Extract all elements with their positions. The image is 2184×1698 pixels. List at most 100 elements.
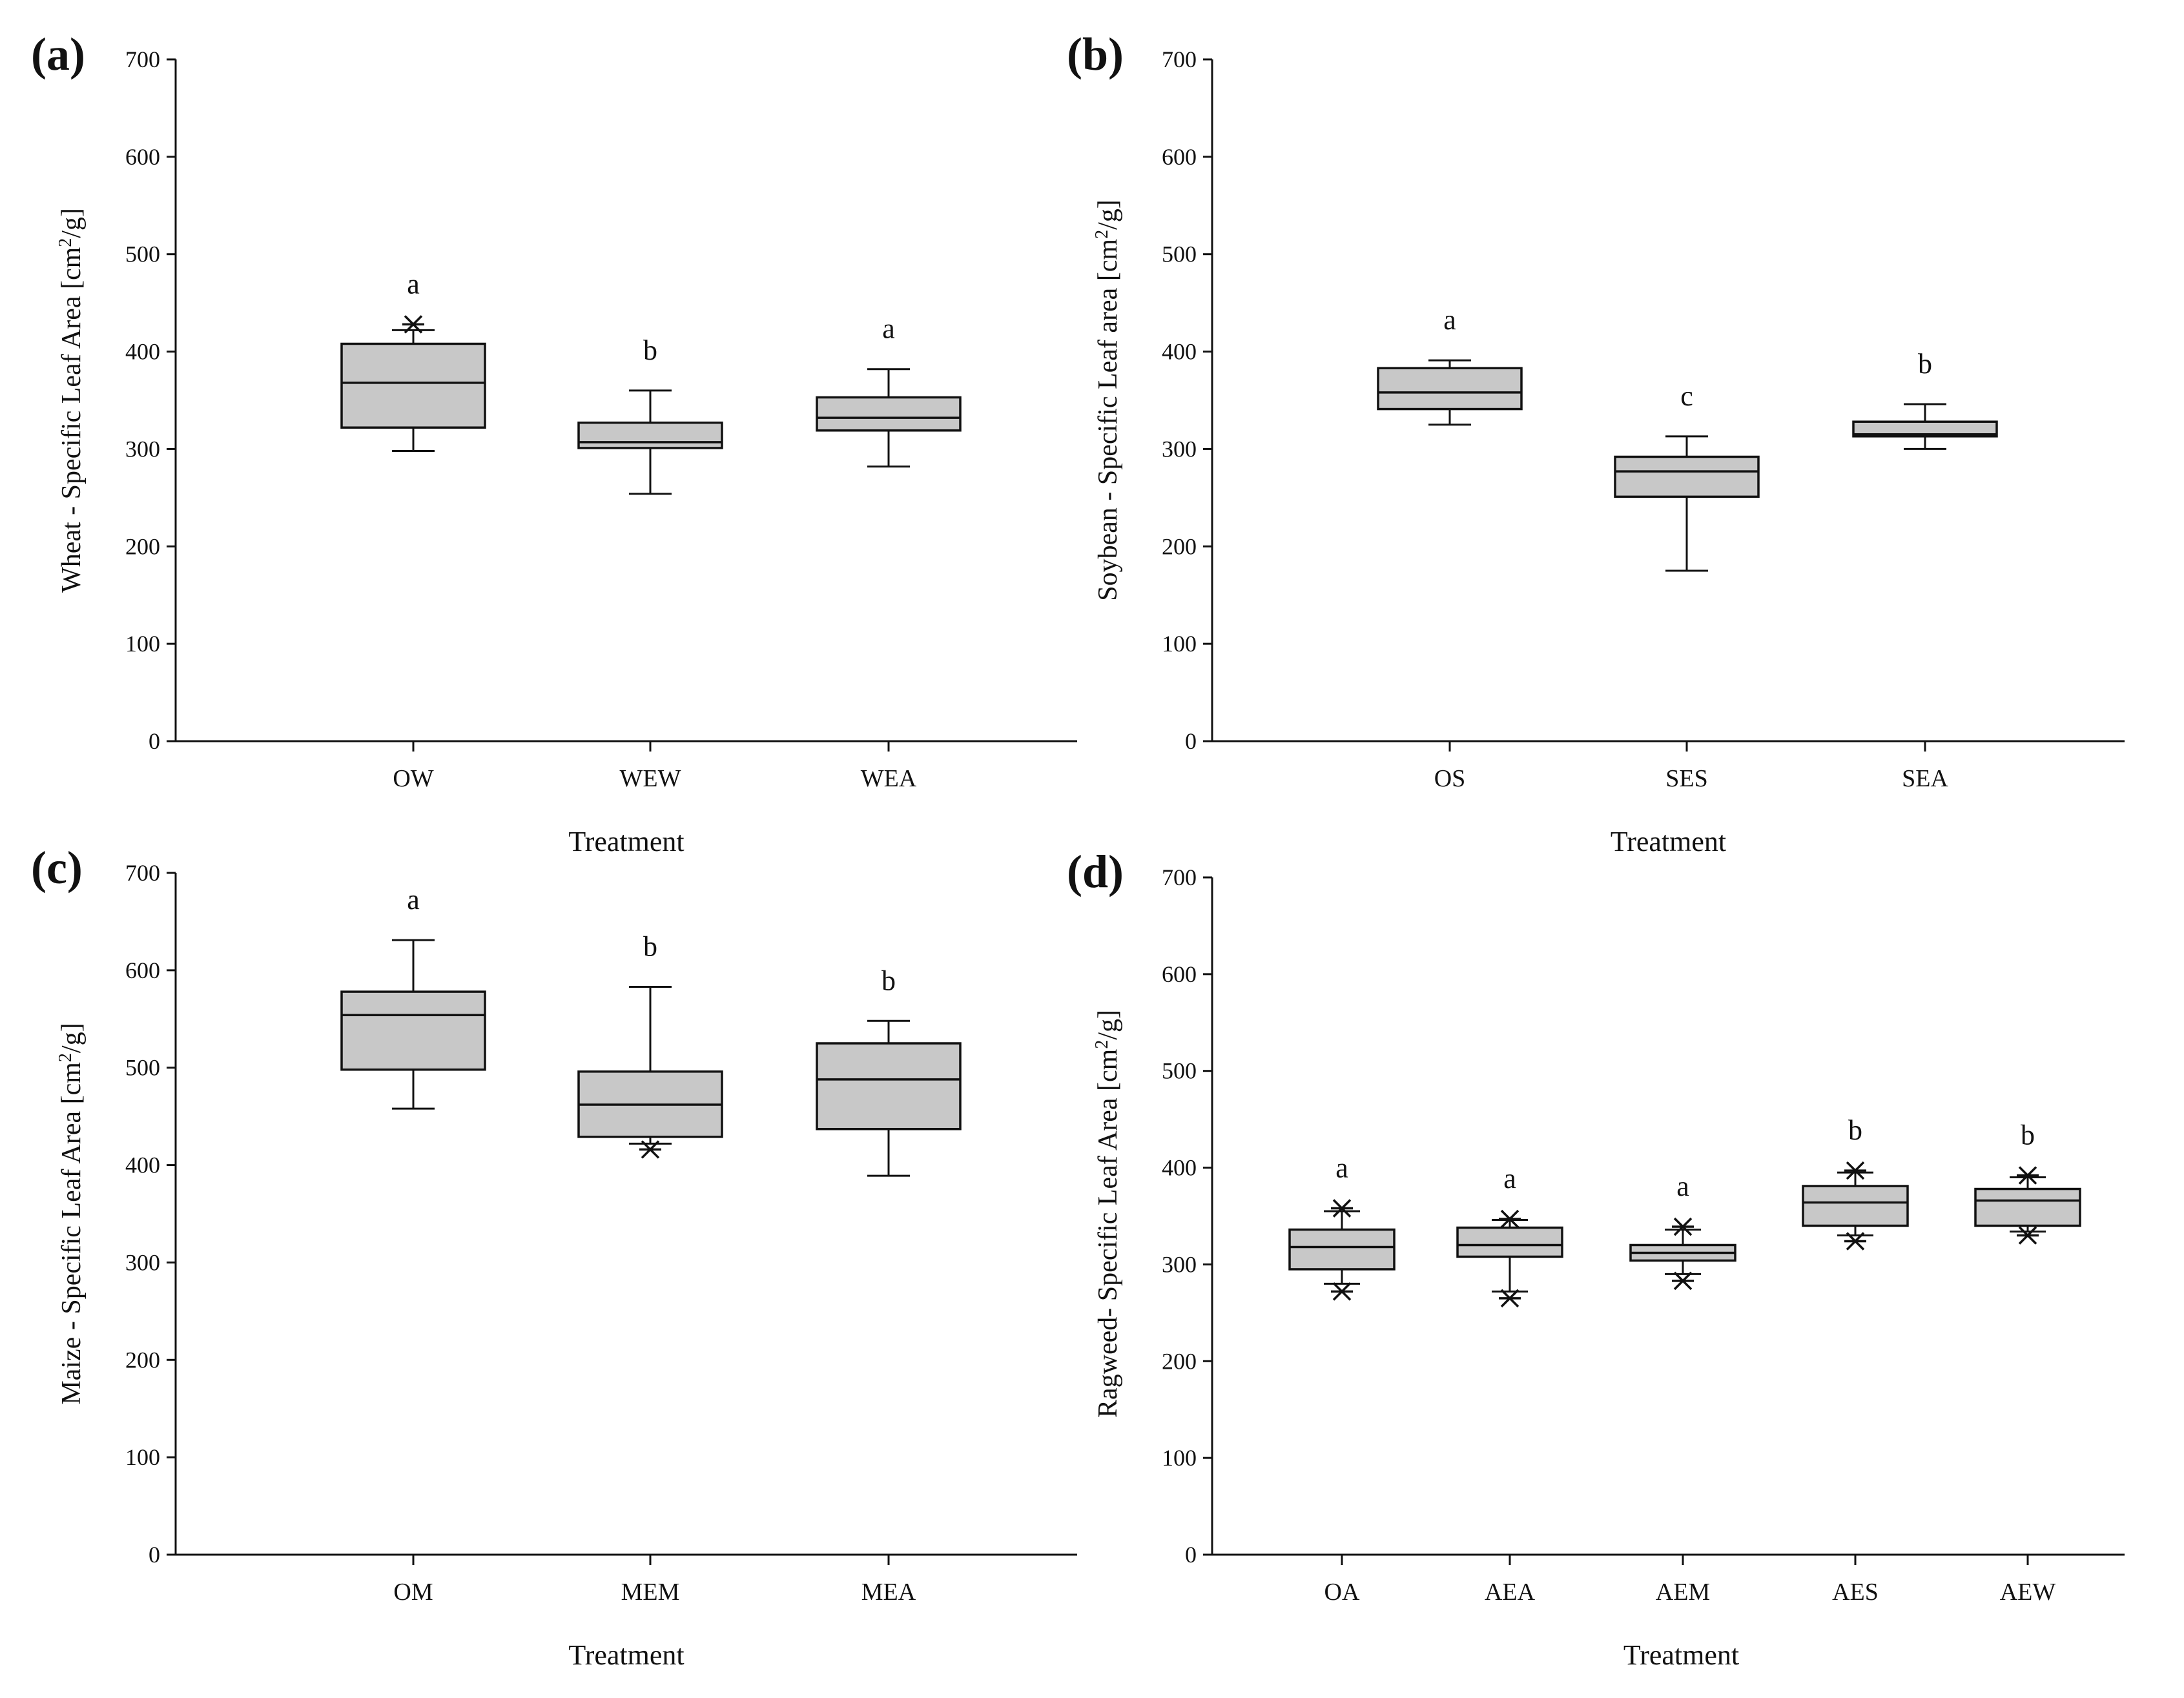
significance-letter: b [643,334,657,366]
box-iqr [1802,1185,1909,1227]
y-tick-label: 700 [1162,46,1197,72]
y-tick-label: 600 [125,957,160,983]
significance-letter: a [407,268,420,300]
box-iqr [340,990,486,1071]
box-ses: SES c [1614,380,1760,792]
y-axis-label-text: Ragweed- Specific Leaf Area [cm [1093,1048,1123,1418]
x-tick-label: OM [393,1579,433,1606]
significance-letter: a [1503,1163,1516,1194]
outlier-marker [1672,1271,1694,1291]
x-tick-label: OA [1324,1579,1360,1606]
y-tick-label: 0 [1185,1542,1197,1568]
box-mem: MEM b [577,931,723,1606]
y-axis-label: Maize - Specific Leaf Area [cm2/g] [56,1023,87,1404]
y-axis-label-text: Soybean - Specific Leaf area [cm [1093,239,1123,601]
outlier-marker [1499,1289,1521,1308]
box-aea: AEA a [1456,1163,1563,1606]
box-iqr [816,1042,962,1130]
y-tick-label: 300 [125,436,160,462]
y-tick-label: 700 [125,860,160,886]
outlier-marker [1844,1161,1866,1180]
panel-tag: (b) [1067,28,1124,80]
y-tick-label: 400 [1162,339,1197,365]
y-tick-label: 600 [1162,144,1197,170]
panel-tag: (c) [31,842,83,894]
box-iqr [1377,367,1523,411]
x-tick-label: WEA [861,765,917,792]
y-tick-label: 200 [1162,1348,1197,1374]
y-tick-label: 300 [1162,1251,1197,1277]
y-tick-label: 100 [1162,1445,1197,1471]
outlier-marker [2017,1226,2039,1245]
box-iqr [340,342,486,429]
significance-letter: b [1848,1114,1862,1146]
y-axis-label-superscript: 2 [56,238,76,247]
box-sea: SEA b [1852,348,1998,792]
significance-letter: a [1443,304,1456,336]
significance-letter: a [1676,1171,1689,1202]
y-tick-label: 500 [1162,1058,1197,1084]
x-axis-label: Treatment [1611,826,1726,857]
y-axis-label-text-end: /g] [57,1023,87,1053]
outlier-marker [1331,1282,1353,1301]
x-tick-label: SES [1665,765,1707,792]
y-tick-label: 200 [1162,533,1197,559]
x-tick-label: SEA [1902,765,1948,792]
x-tick-label: MEA [861,1579,916,1606]
y-tick-label: 0 [149,728,160,754]
box-iqr [1456,1226,1563,1258]
outlier-marker [1331,1199,1353,1218]
x-tick-label: OS [1434,765,1466,792]
y-tick-label: 700 [1162,864,1197,890]
significance-letter: c [1680,380,1693,412]
x-tick-label: AEW [2000,1579,2056,1606]
y-tick-label: 100 [125,1444,160,1470]
x-tick-label: OW [393,765,433,792]
y-tick-label: 400 [125,1152,160,1178]
outlier-marker [2017,1166,2039,1185]
y-axis-label-text-end: /g] [1093,1010,1123,1040]
box-oa: OA a [1288,1152,1396,1606]
x-tick-label: AES [1832,1579,1879,1606]
x-tick-label: AEA [1485,1579,1536,1606]
box-mea: MEA b [816,965,962,1606]
significance-letter: a [407,884,420,915]
y-axis-label-superscript: 2 [1092,1040,1112,1049]
panel-b: (b) 0 100 200 300 400 500 600 700 Soybean - Speci… [1067,28,2125,857]
significance-letter: b [1918,348,1932,380]
y-tick-label: 500 [1162,241,1197,267]
box-iqr [1852,420,1998,438]
x-axis-label: Treatment [568,826,684,857]
box-ow: OW a [340,268,486,792]
x-axis-label: Treatment [1623,1639,1739,1671]
x-axis-label: Treatment [568,1639,684,1671]
y-tick-label: 500 [125,241,160,267]
y-axis-label-superscript: 2 [1092,230,1112,239]
panel-c: (c) 0 100 200 300 400 500 600 700 Maize - Specifi… [31,842,1077,1671]
x-tick-label: WEW [620,765,681,792]
panel-tag: (d) [1067,846,1124,897]
significance-letter: a [1335,1152,1348,1184]
box-om: OM a [340,884,486,1606]
y-axis-label-superscript: 2 [56,1053,76,1062]
outlier-marker [639,1140,661,1159]
outlier-marker [402,315,424,334]
significance-letter: b [881,965,896,996]
outlier-marker [1844,1232,1866,1251]
y-tick-label: 600 [1162,961,1197,987]
y-axis-label-text-end: /g] [57,208,87,238]
significance-letter: b [2021,1120,2035,1151]
box-iqr [816,396,962,432]
y-axis-label: Ragweed- Specific Leaf Area [cm2/g] [1092,1010,1123,1418]
panel-d: (d) 0 100 200 300 400 500 600 700 Ragweed- Specif… [1067,846,2125,1671]
box-iqr [577,421,723,449]
significance-letter: b [643,931,657,963]
y-tick-label: 100 [1162,631,1197,657]
box-os: OS a [1377,304,1523,792]
y-axis-label-text: Wheat - Specific Leaf Area [cm [57,247,87,593]
box-wew: WEW b [577,334,723,792]
box-aew: AEW b [1974,1120,2081,1606]
y-tick-label: 0 [149,1542,160,1568]
y-tick-label: 400 [125,339,160,365]
